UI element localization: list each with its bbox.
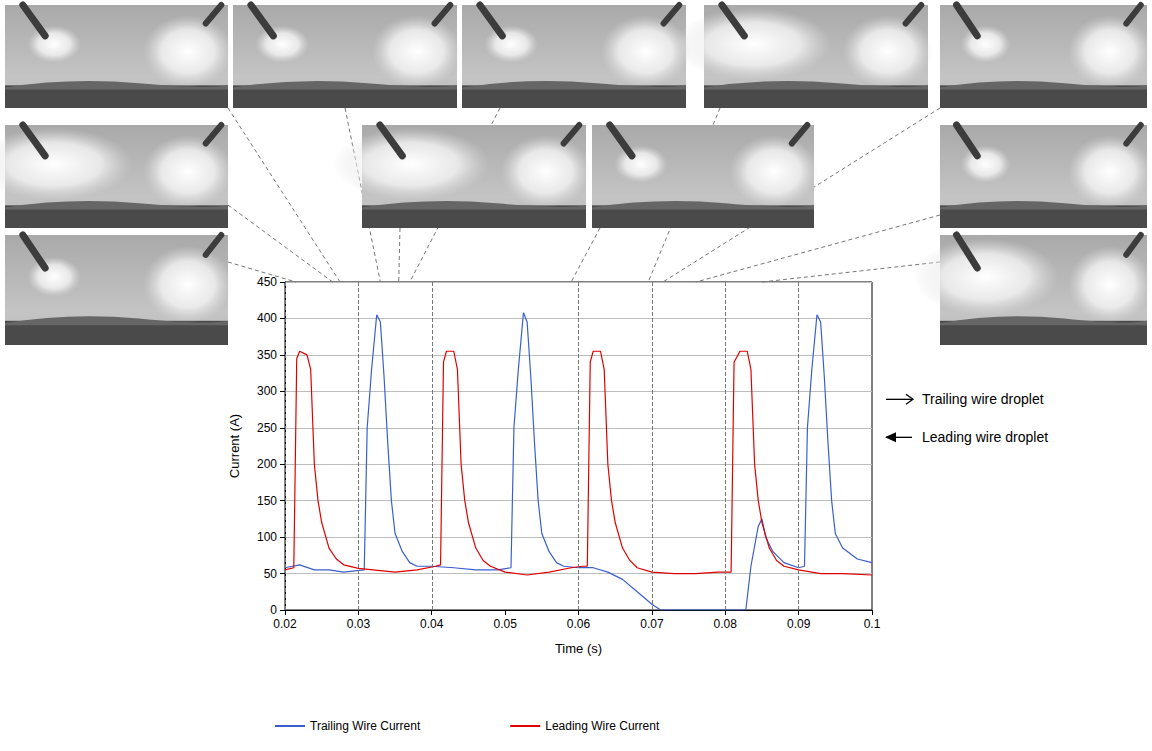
svg-text:50: 50 (264, 567, 278, 581)
svg-text:350: 350 (257, 348, 277, 362)
svg-text:Time (s): Time (s) (555, 641, 602, 656)
svg-text:0.09: 0.09 (787, 617, 811, 631)
svg-text:0.05: 0.05 (493, 617, 517, 631)
svg-text:200: 200 (257, 457, 277, 471)
svg-text:Trailing wire droplet: Trailing wire droplet (922, 391, 1044, 407)
svg-text:450: 450 (257, 275, 277, 289)
svg-text:400: 400 (257, 311, 277, 325)
svg-text:150: 150 (257, 494, 277, 508)
svg-text:0.1: 0.1 (864, 617, 881, 631)
svg-text:0: 0 (270, 603, 277, 617)
svg-text:300: 300 (257, 384, 277, 398)
svg-text:Leading wire droplet: Leading wire droplet (922, 429, 1048, 445)
svg-text:100: 100 (257, 530, 277, 544)
svg-text:0.04: 0.04 (420, 617, 444, 631)
svg-text:0.02: 0.02 (273, 617, 297, 631)
svg-text:250: 250 (257, 421, 277, 435)
svg-text:0.06: 0.06 (567, 617, 591, 631)
svg-text:Current (A): Current (A) (227, 414, 242, 478)
svg-text:0.03: 0.03 (347, 617, 371, 631)
svg-text:Leading Wire Current: Leading Wire Current (545, 719, 660, 733)
svg-text:0.08: 0.08 (714, 617, 738, 631)
svg-text:Trailing Wire Current: Trailing Wire Current (310, 719, 421, 733)
svg-text:0.07: 0.07 (640, 617, 664, 631)
